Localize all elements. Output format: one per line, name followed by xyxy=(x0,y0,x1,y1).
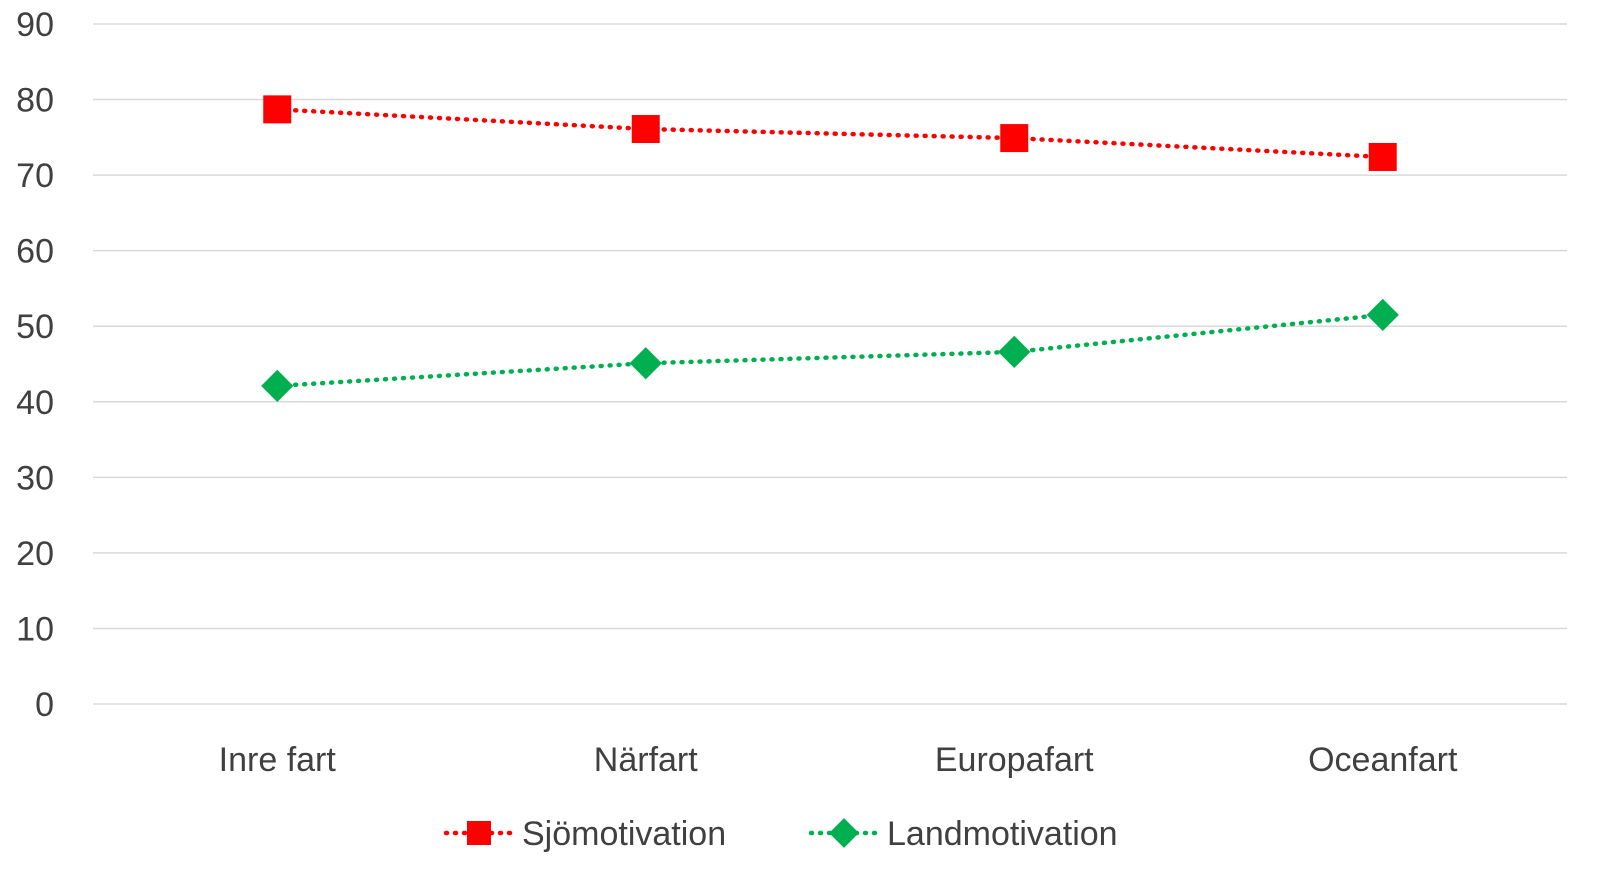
data-point xyxy=(263,95,292,124)
y-tick-label: 50 xyxy=(16,308,54,346)
x-tick-label: Oceanfart xyxy=(1308,741,1458,779)
data-point xyxy=(1366,298,1399,332)
legend-marker xyxy=(829,818,859,848)
series-lines xyxy=(261,95,1399,403)
y-tick-label: 90 xyxy=(16,6,54,44)
y-tick-label: 10 xyxy=(16,610,54,648)
data-point xyxy=(1368,142,1397,171)
x-tick-label: Inre fart xyxy=(219,741,337,779)
y-tick-label: 20 xyxy=(16,535,54,573)
data-point xyxy=(631,115,660,144)
legend-label: Landmotivation xyxy=(887,815,1118,853)
series-1 xyxy=(261,298,1399,403)
data-point xyxy=(629,347,662,380)
x-tick-label: Närfart xyxy=(594,741,698,779)
legend: Sjömotivation Landmotivation xyxy=(443,815,1118,853)
data-point xyxy=(261,369,294,403)
series-line xyxy=(275,107,1385,160)
legend-label: Sjömotivation xyxy=(522,815,726,853)
x-tick-label: Europafart xyxy=(935,741,1094,779)
legend-item: Landmotivation xyxy=(808,815,1118,853)
data-point xyxy=(998,335,1031,369)
legend-item: Sjömotivation xyxy=(443,815,726,853)
gridlines xyxy=(93,23,1567,705)
y-tick-label: 30 xyxy=(16,459,54,497)
x-axis-ticks: Inre fart Närfart Europafart Oceanfart xyxy=(219,741,1458,779)
y-tick-label: 80 xyxy=(16,82,54,120)
y-tick-label: 40 xyxy=(16,384,54,422)
y-tick-label: 60 xyxy=(16,233,54,271)
data-point xyxy=(1000,124,1029,153)
legend-marker xyxy=(467,821,491,845)
y-tick-label: 70 xyxy=(16,157,54,195)
y-tick-label: 0 xyxy=(35,686,54,724)
series-0 xyxy=(263,95,1397,171)
y-axis-ticks: 0 10 20 30 40 50 60 70 80 90 xyxy=(16,6,54,724)
